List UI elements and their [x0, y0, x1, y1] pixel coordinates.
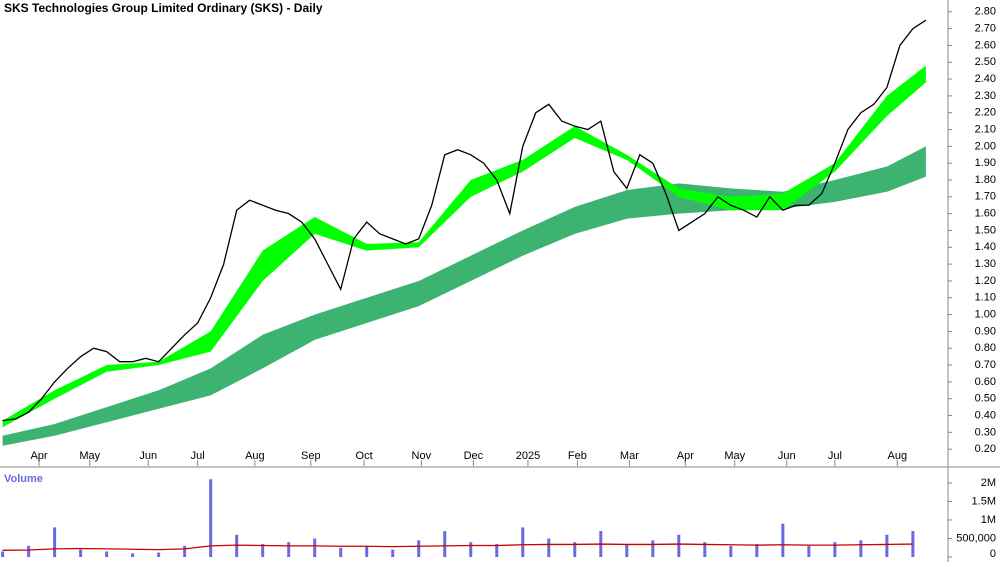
volume-tick-label: 0: [990, 548, 996, 560]
y-tick-label: 0.90: [975, 325, 996, 337]
y-tick-label: 1.60: [975, 208, 996, 220]
volume-bar: [391, 549, 395, 557]
volume-bar: [339, 547, 343, 557]
volume-bar: [677, 534, 681, 557]
y-tick-label: 2.80: [975, 6, 996, 18]
volume-bar: [105, 551, 109, 557]
volume-bar: [287, 542, 291, 557]
y-tick-label: 2.30: [975, 90, 996, 102]
y-tick-label: 1.80: [975, 174, 996, 186]
y-tick-label: 0.30: [975, 426, 996, 438]
volume-bar: [209, 479, 213, 557]
band: [2, 146, 926, 446]
x-tick-label: Feb: [568, 450, 587, 462]
x-tick-label: Jul: [191, 450, 205, 462]
volume-bar: [521, 527, 525, 557]
x-tick-label: Mar: [620, 450, 639, 462]
y-tick-label: 0.50: [975, 393, 996, 405]
x-tick-label: Apr: [30, 450, 47, 462]
volume-bar: [807, 545, 811, 557]
x-tick-label: Jun: [139, 450, 157, 462]
price-line: [2, 19, 927, 422]
volume-bar: [131, 553, 135, 557]
y-tick-label: 1.90: [975, 157, 996, 169]
volume-bar: [651, 540, 655, 557]
y-tick-label: 2.10: [975, 123, 996, 135]
volume-bar: [183, 545, 187, 557]
volume-bar: [1, 551, 5, 557]
x-tick-label: Sep: [301, 450, 321, 462]
volume-bar: [703, 542, 707, 557]
volume-tick-label: 1M: [981, 514, 996, 526]
volume-bar: [261, 544, 265, 557]
volume-bar: [573, 542, 577, 557]
volume-bar: [469, 542, 473, 557]
volume-bar: [313, 538, 317, 557]
volume-bar: [365, 545, 369, 557]
y-tick-label: 1.10: [975, 292, 996, 304]
x-tick-label: Dec: [464, 450, 484, 462]
x-tick-label: Apr: [677, 450, 694, 462]
volume-bar: [53, 527, 57, 557]
y-tick-label: 2.60: [975, 39, 996, 51]
volume-tick-label: 2M: [981, 477, 996, 489]
volume-bar: [729, 545, 733, 557]
x-tick-label: Aug: [245, 450, 265, 462]
volume-bar: [859, 540, 863, 557]
volume-bar: [157, 552, 161, 557]
volume-bar: [27, 545, 31, 557]
volume-bar: [781, 523, 785, 557]
y-tick-label: 2.70: [975, 23, 996, 35]
volume-bar: [79, 549, 83, 557]
volume-tick-label: 1.5M: [972, 495, 996, 507]
volume-bar: [885, 534, 889, 557]
volume-bar: [547, 538, 551, 557]
volume-bar: [755, 544, 759, 557]
y-tick-label: 2.40: [975, 73, 996, 85]
volume-average: [2, 543, 913, 551]
y-tick-label: 0.60: [975, 376, 996, 388]
y-tick-label: 0.20: [975, 443, 996, 455]
x-tick-label: Jun: [778, 450, 796, 462]
chart-title: SKS Technologies Group Limited Ordinary …: [4, 1, 323, 15]
volume-bar: [833, 542, 837, 557]
y-tick-label: 1.00: [975, 308, 996, 320]
y-tick-label: 2.00: [975, 140, 996, 152]
x-tick-label: Aug: [887, 450, 907, 462]
x-tick-label: Jul: [828, 450, 842, 462]
volume-title: Volume: [4, 473, 43, 485]
volume-bar: [495, 544, 499, 557]
y-tick-label: 2.50: [975, 56, 996, 68]
volume-bar: [625, 544, 629, 557]
y-tick-label: 2.20: [975, 107, 996, 119]
x-tick-label: Nov: [412, 450, 432, 462]
y-tick-label: 1.30: [975, 258, 996, 270]
y-tick-label: 0.40: [975, 409, 996, 421]
y-tick-label: 1.70: [975, 191, 996, 203]
volume-bar: [235, 534, 239, 557]
y-tick-label: 0.70: [975, 359, 996, 371]
y-tick-label: 0.80: [975, 342, 996, 354]
y-tick-label: 1.50: [975, 224, 996, 236]
y-tick-label: 1.40: [975, 241, 996, 253]
volume-tick-label: 500,000: [956, 532, 996, 544]
volume-bar: [443, 531, 447, 557]
x-tick-label: May: [79, 450, 100, 462]
x-tick-label: Oct: [356, 450, 373, 462]
y-tick-label: 1.20: [975, 275, 996, 287]
volume-bar: [417, 540, 421, 557]
x-tick-label: 2025: [516, 450, 540, 462]
x-tick-label: May: [724, 450, 745, 462]
